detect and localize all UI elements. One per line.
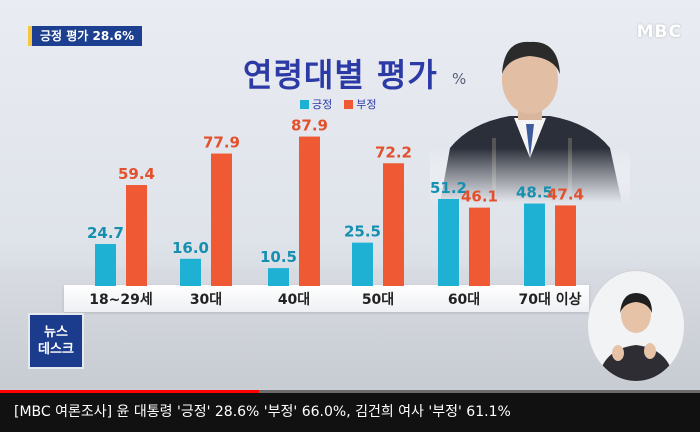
bar-negative-4 <box>469 207 490 286</box>
bar-negative-5 <box>555 205 576 286</box>
chart-legend: 긍정 부정 <box>300 96 377 112</box>
category-label-2: 40대 <box>278 292 310 308</box>
data-label-positive-5: 48.5 <box>516 184 553 202</box>
data-label-negative-2: 87.9 <box>291 117 328 135</box>
bar-positive-1 <box>180 258 201 286</box>
age-group-bar-chart: 24.7 59.4 18~29세 16.0 77.9 30대 10.5 87.9 40대 25.5… <box>87 117 584 308</box>
legend-swatch-positive <box>300 100 309 109</box>
legend-label-positive: 긍정 <box>312 98 333 111</box>
category-label-3: 50대 <box>362 292 394 308</box>
data-label-positive-0: 24.7 <box>87 224 124 242</box>
bar-positive-3 <box>352 242 373 286</box>
approval-badge: 긍정 평가 28.6% <box>28 26 143 46</box>
bar-positive-5 <box>524 203 545 286</box>
bar-negative-2 <box>299 136 320 286</box>
bar-negative-3 <box>383 163 404 286</box>
data-label-positive-4: 51.2 <box>430 179 467 197</box>
sign-language-interpreter <box>587 270 685 382</box>
data-label-positive-1: 16.0 <box>172 239 209 257</box>
legend-label-negative: 부정 <box>356 98 377 111</box>
data-label-positive-3: 25.5 <box>344 223 381 241</box>
news-logo-line1: 뉴스 <box>44 325 68 340</box>
video-progress-bar[interactable] <box>0 390 700 393</box>
category-label-4: 60대 <box>448 292 480 308</box>
bar-positive-4 <box>438 198 459 286</box>
broadcaster-logo: MBC <box>636 22 682 42</box>
bar-positive-2 <box>268 268 289 286</box>
speaker-portrait <box>430 41 630 203</box>
bar-negative-1 <box>211 153 232 286</box>
legend-item-negative: 부정 <box>344 96 377 112</box>
category-label-0: 18~29세 <box>89 292 153 308</box>
legend-swatch-negative <box>344 100 354 109</box>
chart-title: 연령대별 평가 <box>243 56 438 94</box>
bar-positive-0 <box>95 244 116 286</box>
bar-negative-0 <box>126 185 147 286</box>
data-label-negative-0: 59.4 <box>118 165 155 183</box>
news-desk-logo: 뉴스 데스크 <box>28 313 84 369</box>
video-frame[interactable]: 긍정 평가 28.6% MBC 연령대별 평가 % 긍정 부정 24.7 59.4… <box>0 0 700 392</box>
data-label-negative-4: 46.1 <box>461 188 498 206</box>
interpreter-figure-icon <box>598 293 674 381</box>
news-logo-line2: 데스크 <box>38 342 74 357</box>
category-label-1: 30대 <box>190 292 222 308</box>
x-axis-band <box>64 285 589 312</box>
data-label-negative-3: 72.2 <box>375 143 412 161</box>
data-label-positive-2: 10.5 <box>260 248 297 266</box>
legend-item-positive: 긍정 <box>300 96 332 112</box>
data-label-negative-1: 77.9 <box>203 134 240 152</box>
video-progress-fill <box>0 390 259 393</box>
category-label-5: 70대 이상 <box>519 291 582 308</box>
chart-unit: % <box>452 70 467 88</box>
news-ticker: [MBC 여론조사] 윤 대통령 '긍정' 28.6% '부정' 66.0%, … <box>0 393 700 432</box>
data-label-negative-5: 47.4 <box>547 185 584 203</box>
